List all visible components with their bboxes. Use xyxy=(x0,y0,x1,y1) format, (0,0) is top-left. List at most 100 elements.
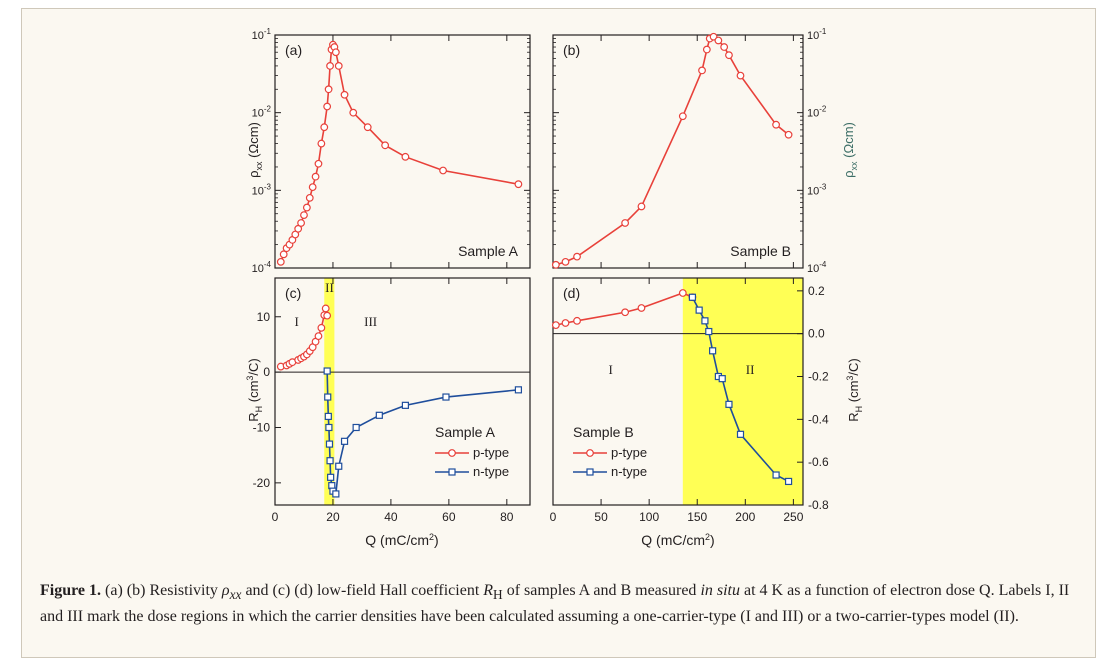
p-type-point xyxy=(300,211,308,219)
p-type-point xyxy=(637,304,646,312)
caption-symbol-rho-sub: xx xyxy=(229,587,242,603)
p-type-point xyxy=(320,123,329,132)
caption-text-3: of samples A and B measured xyxy=(502,582,701,599)
y-tick-label: 10-1 xyxy=(807,27,827,42)
panel-c xyxy=(274,277,531,506)
p-type-point xyxy=(772,120,780,129)
p-type-point xyxy=(324,85,333,94)
x-axis-label-left: Q (mC/cm2) xyxy=(365,532,438,548)
p-type-point xyxy=(276,257,285,266)
p-type-point xyxy=(311,172,320,181)
p-type-point xyxy=(439,166,447,175)
plot-frame xyxy=(274,277,531,506)
region-label: II xyxy=(325,280,334,295)
x-tick-label: 150 xyxy=(687,510,707,524)
x-tick-label: 200 xyxy=(735,510,755,524)
n-type-point xyxy=(718,375,726,383)
y-tick-label: -20 xyxy=(253,476,271,490)
p-type-point xyxy=(678,112,687,121)
x-tick-label: 40 xyxy=(384,510,398,524)
n-type-point xyxy=(332,490,340,498)
p-type-point xyxy=(297,219,305,227)
plot-frame xyxy=(552,277,804,506)
p-type-point xyxy=(561,257,570,266)
n-type-point xyxy=(323,367,331,375)
y-tick-label: 0.0 xyxy=(808,327,825,341)
p-type-point xyxy=(514,180,523,189)
n-type-point xyxy=(327,473,335,481)
y-tick-label: 0.2 xyxy=(808,284,825,298)
x-tick-label: 0 xyxy=(550,510,557,524)
x-tick-label: 20 xyxy=(326,510,340,524)
y-tick-label: -0.2 xyxy=(808,370,829,384)
n-type-point xyxy=(324,393,332,401)
highlight-region xyxy=(324,278,335,505)
panel-b xyxy=(551,32,804,269)
panel-label: (d) xyxy=(563,285,580,301)
legend-label: n-type xyxy=(473,464,509,479)
n-type-point xyxy=(375,411,383,419)
y-axis-label-left-bottom: RH (cm3/C) xyxy=(245,358,264,422)
n-type-point xyxy=(695,306,703,314)
caption-symbol-r-sub: H xyxy=(493,587,503,603)
caption-in-situ: in situ xyxy=(700,582,740,599)
n-type-point xyxy=(705,327,713,336)
y-tick-label: 0 xyxy=(263,365,270,379)
n-type-point xyxy=(325,440,334,448)
p-type-point xyxy=(314,159,323,168)
legend-title: Sample A xyxy=(435,424,496,440)
legend-label: p-type xyxy=(611,445,647,460)
panel-a xyxy=(274,34,531,269)
n-type-point xyxy=(325,423,333,432)
region-label: II xyxy=(746,362,755,377)
y-tick-label: 10-4 xyxy=(252,260,272,275)
sample-annotation: Sample B xyxy=(730,243,791,259)
sample-annotation: Sample A xyxy=(458,243,519,259)
p-type-point xyxy=(698,66,706,75)
p-type-point xyxy=(334,62,343,70)
figure-caption: Figure 1. (a) (b) Resistivity ρxx and (c… xyxy=(40,580,1080,628)
n-type-point xyxy=(772,471,780,479)
p-type-point xyxy=(784,130,793,139)
caption-label: Figure 1. xyxy=(40,582,102,599)
panel-label: (c) xyxy=(285,285,301,301)
x-tick-label: 100 xyxy=(639,510,659,524)
p-type-point xyxy=(323,311,332,320)
p-type-point xyxy=(621,308,630,317)
y-tick-label: 10-3 xyxy=(807,182,827,197)
p-type-point xyxy=(331,48,340,57)
y-axis-label-right-top: ρxx (Ωcm) xyxy=(841,122,859,178)
p-type-point xyxy=(561,319,570,327)
p-type-point xyxy=(702,45,711,54)
p-type-point xyxy=(551,260,560,269)
legend-marker xyxy=(448,449,456,457)
n-type-point xyxy=(352,423,360,432)
p-type-point xyxy=(317,323,326,332)
n-type-point xyxy=(736,430,745,438)
n-type-point xyxy=(401,401,409,409)
p-type-point xyxy=(305,193,314,202)
n-type-point xyxy=(442,393,450,401)
y-tick-label: 10-2 xyxy=(807,105,827,120)
p-type-point xyxy=(279,250,288,259)
p-type-point xyxy=(725,51,733,60)
region-label: I xyxy=(609,362,613,377)
x-tick-label: 80 xyxy=(500,510,514,524)
y-tick-label: -0.8 xyxy=(808,498,829,512)
n-type-point xyxy=(709,347,717,355)
p-type-point xyxy=(302,203,311,212)
legend-title: Sample B xyxy=(573,424,634,440)
y-tick-label: -0.4 xyxy=(808,412,829,426)
y-tick-label: -0.6 xyxy=(808,455,829,469)
n-type-point xyxy=(324,412,332,421)
caption-text-1: (a) (b) Resistivity xyxy=(101,582,222,599)
n-type-point xyxy=(514,386,523,394)
p-type-point xyxy=(323,102,332,111)
region-label: III xyxy=(364,314,377,329)
p-type-point xyxy=(714,36,723,45)
p-type-point xyxy=(326,62,334,70)
caption-text-4: at 4 K as a function of electron dose Q.… xyxy=(40,582,1070,626)
figure-chart: 10-4 10-3 10-2 10-1 (a) Sample A 10-4 10-3 10-2 1… xyxy=(245,27,864,548)
p-type-point xyxy=(573,316,581,325)
region-label: I xyxy=(295,314,299,329)
